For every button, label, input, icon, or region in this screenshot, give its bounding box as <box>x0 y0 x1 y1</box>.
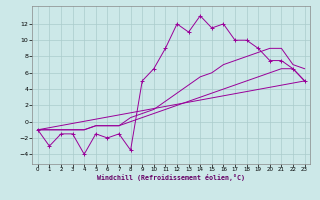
X-axis label: Windchill (Refroidissement éolien,°C): Windchill (Refroidissement éolien,°C) <box>97 174 245 181</box>
